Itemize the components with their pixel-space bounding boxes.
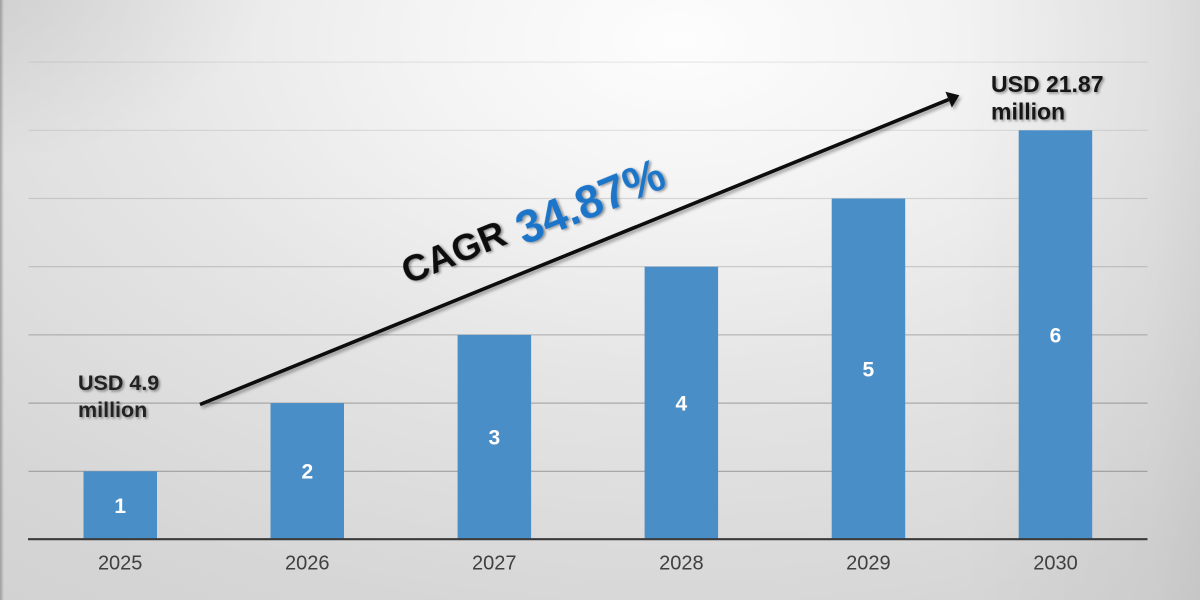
svg-text:1: 1: [114, 495, 126, 518]
svg-text:5: 5: [863, 358, 875, 381]
svg-text:3: 3: [488, 427, 500, 450]
svg-text:USD 21.87: USD 21.87: [991, 71, 1104, 97]
svg-text:2027: 2027: [472, 553, 517, 575]
svg-text:4: 4: [676, 393, 688, 416]
svg-text:2025: 2025: [98, 553, 143, 575]
svg-text:CAGR 34.87%: CAGR 34.87%: [395, 147, 672, 300]
svg-text:USD 4.9: USD 4.9: [78, 371, 159, 395]
svg-text:2029: 2029: [846, 553, 891, 575]
svg-text:million: million: [78, 398, 147, 422]
svg-text:6: 6: [1050, 324, 1062, 347]
svg-text:2: 2: [301, 461, 313, 484]
svg-text:2028: 2028: [659, 553, 704, 575]
svg-text:million: million: [991, 99, 1065, 125]
svg-text:2030: 2030: [1033, 553, 1078, 575]
svg-text:2026: 2026: [285, 553, 330, 575]
